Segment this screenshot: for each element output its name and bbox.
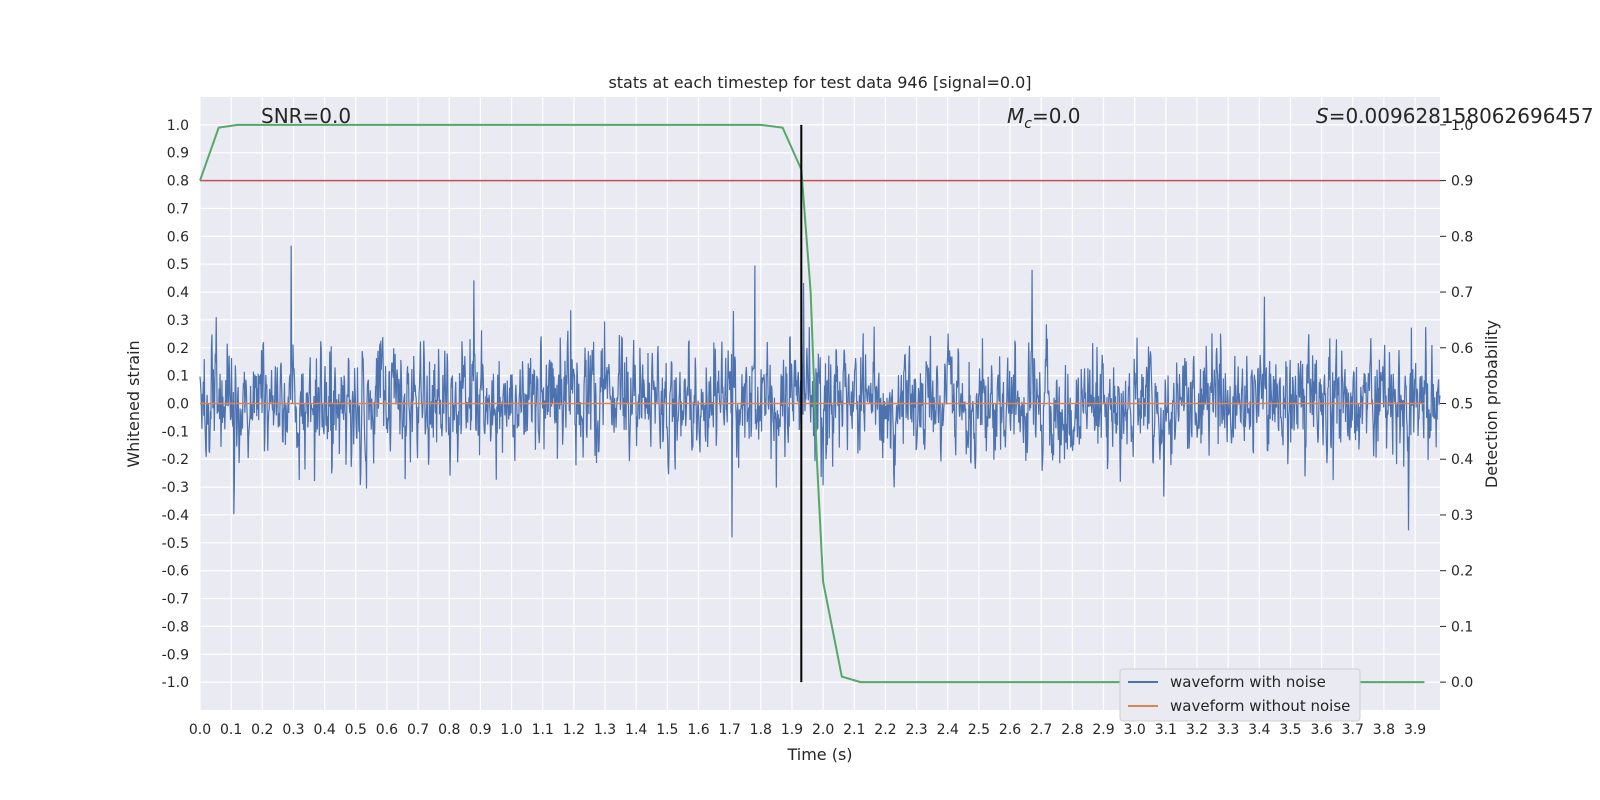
y-tick-label: -0.2: [162, 452, 189, 468]
ticks: 0.0 0.1 0.2 0.3 0.4 0.5 0.6 0.7 0.8 0.9 1.0 1.1 1.2 1…: [162, 118, 1474, 738]
x-tick-label: 0.6: [376, 722, 398, 738]
x-tick-label: 3.1: [1155, 722, 1177, 738]
x-tick-label: 3.9: [1404, 722, 1426, 738]
y-tick-label: 0.5: [167, 257, 189, 273]
x-tick-label: 1.0: [500, 722, 522, 738]
y-tick-label: -1.0: [162, 675, 189, 691]
series-waveform-with-noise: [199, 245, 1441, 538]
x-tick-label: 3.0: [1124, 722, 1146, 738]
mc-symbol: M: [1007, 104, 1024, 128]
s-annotation: S=0.009628158062696457: [1316, 104, 1594, 128]
y-tick-label: 0.3: [167, 313, 189, 329]
x-tick-label: 1.4: [625, 722, 647, 738]
y2-tick-label: 0.5: [1451, 397, 1473, 413]
snr-annotation: SNR=0.0: [261, 104, 351, 128]
x-tick-label: 1.1: [532, 722, 554, 738]
y2-tick-label: 0.2: [1451, 564, 1473, 580]
x-tick-label: 0.9: [469, 722, 491, 738]
x-tick-label: 0.0: [189, 722, 211, 738]
x-tick-label: 0.1: [220, 722, 242, 738]
x-tick-label: 0.5: [345, 722, 367, 738]
y-axis-label: Whitened strain: [124, 340, 143, 467]
y2-tick-label: 0.4: [1451, 452, 1473, 468]
legend-box: [1119, 668, 1361, 722]
x-tick-label: 0.4: [313, 722, 335, 738]
y-tick-label: 0.8: [167, 174, 189, 190]
x-tick-label: 2.0: [812, 722, 834, 738]
x-tick-label: 3.7: [1342, 722, 1364, 738]
legend-label-clean: waveform without noise: [1170, 697, 1350, 715]
mc-annotation: Mc=0.0: [1007, 104, 1081, 132]
x-tick-label: 2.4: [937, 722, 959, 738]
y-tick-label: 0.2: [167, 341, 189, 357]
x-tick-label: 0.8: [438, 722, 460, 738]
y-tick-label: -0.7: [162, 592, 189, 608]
x-tick-label: 1.3: [594, 722, 616, 738]
series-layer: [199, 123, 1440, 684]
x-tick-label: 2.8: [1061, 722, 1083, 738]
y-tick-label: 0.4: [167, 285, 189, 301]
s-symbol: S: [1316, 104, 1329, 128]
y2-axis-label: Detection probability: [1482, 320, 1501, 488]
chart-title: stats at each timestep for test data 946…: [608, 73, 1031, 92]
x-tick-label: 2.1: [843, 722, 865, 738]
x-tick-label: 2.2: [874, 722, 896, 738]
y-tick-label: -0.6: [162, 564, 189, 580]
x-tick-label: 1.2: [563, 722, 585, 738]
y2-tick-label: 1.0: [1451, 118, 1473, 134]
y2-tick-label: 0.3: [1451, 508, 1473, 524]
y-tick-label: -0.4: [162, 508, 189, 524]
y-tick-label: 0.6: [167, 229, 189, 245]
legend: waveform with noise waveform without noi…: [1119, 668, 1361, 722]
x-tick-label: 3.3: [1217, 722, 1239, 738]
y2-tick-label: 0.9: [1451, 174, 1473, 190]
y-tick-label: 0.9: [167, 146, 189, 162]
y-tick-label: 0.7: [167, 201, 189, 217]
y-tick-label: -0.9: [162, 647, 189, 663]
y-tick-label: 0.1: [167, 369, 189, 385]
y-tick-label: -0.8: [162, 619, 189, 635]
x-tick-label: 1.8: [750, 722, 772, 738]
x-tick-label: 3.5: [1279, 722, 1301, 738]
noise-series: [199, 245, 1441, 538]
x-tick-label: 3.8: [1373, 722, 1395, 738]
y-tick-label: -0.5: [162, 536, 189, 552]
x-tick-label: 2.9: [1092, 722, 1114, 738]
x-axis-label: Time (s): [786, 745, 852, 764]
legend-label-noise: waveform with noise: [1170, 673, 1326, 691]
x-tick-label: 0.3: [282, 722, 304, 738]
x-tick-label: 3.4: [1248, 722, 1270, 738]
x-tick-label: 2.3: [905, 722, 927, 738]
x-tick-label: 1.9: [781, 722, 803, 738]
y2-tick-label: 0.0: [1451, 675, 1473, 691]
x-tick-label: 2.6: [999, 722, 1021, 738]
x-tick-label: 0.7: [407, 722, 429, 738]
y-tick-label: -0.1: [162, 424, 189, 440]
x-tick-label: 3.2: [1186, 722, 1208, 738]
x-tick-label: 1.6: [687, 722, 709, 738]
y2-tick-label: 0.8: [1451, 229, 1473, 245]
x-tick-label: 3.6: [1310, 722, 1332, 738]
x-tick-label: 0.2: [251, 722, 273, 738]
y2-tick-label: 0.7: [1451, 285, 1473, 301]
x-tick-label: 1.5: [656, 722, 678, 738]
y-tick-label: 0.0: [167, 397, 189, 413]
mc-value: =0.0: [1032, 104, 1081, 128]
y2-tick-label: 0.6: [1451, 341, 1473, 357]
mc-subscript: c: [1024, 116, 1032, 132]
x-tick-label: 1.7: [719, 722, 741, 738]
x-tick-label: 2.5: [968, 722, 990, 738]
y-tick-label: 1.0: [167, 118, 189, 134]
s-value: =0.009628158062696457: [1329, 104, 1594, 128]
y-tick-label: -0.3: [162, 480, 189, 496]
x-tick-label: 2.7: [1030, 722, 1052, 738]
y2-tick-label: 0.1: [1451, 619, 1473, 635]
